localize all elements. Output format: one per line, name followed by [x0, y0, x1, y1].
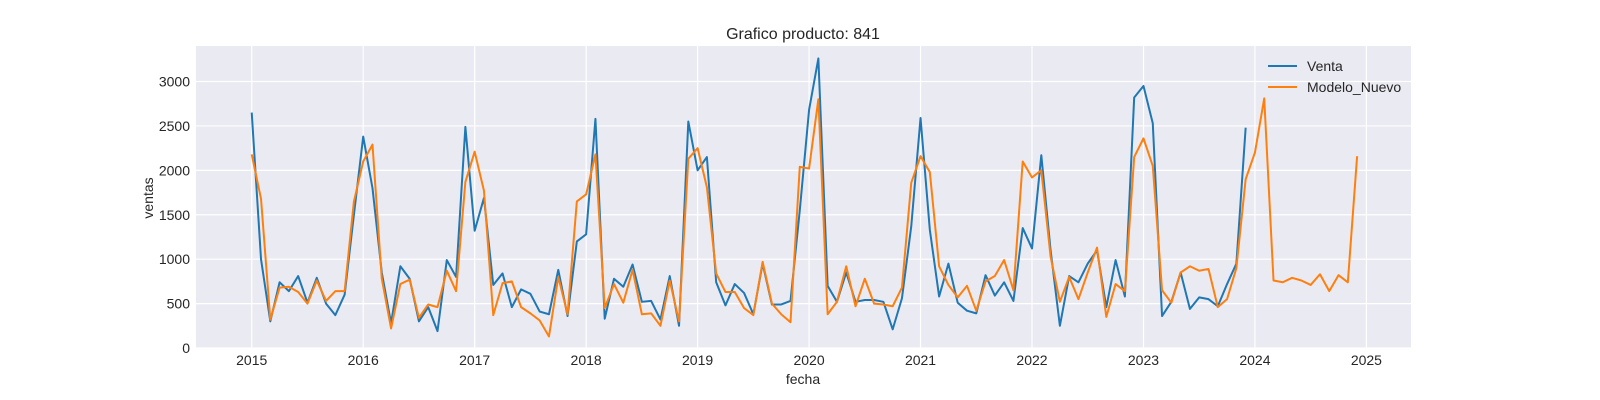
y-tick-labels: 0 500 1000 1500 2000 2500 3000: [159, 74, 190, 356]
legend: Venta Modelo_Nuevo: [1268, 58, 1401, 95]
x-tick-label: 2018: [571, 352, 602, 368]
series-line-modelo-nuevo: [250, 97, 1359, 338]
x-tick-label: 2017: [459, 352, 490, 368]
x-tick-label: 2020: [793, 352, 824, 368]
y-tick-label: 1000: [159, 251, 190, 267]
x-tick-label: 2023: [1128, 352, 1159, 368]
grid-lines: [196, 46, 1411, 349]
x-tick-label: 2019: [682, 352, 713, 368]
plot-area: [196, 46, 1411, 348]
y-tick-label: 500: [167, 296, 191, 312]
legend-label: Venta: [1307, 58, 1343, 74]
legend-label: Modelo_Nuevo: [1307, 79, 1401, 95]
x-axis-label: fecha: [786, 371, 820, 387]
x-tick-label: 2016: [348, 352, 379, 368]
series-lines: [250, 57, 1359, 338]
x-tick-label: 2021: [905, 352, 936, 368]
x-tick-label: 2025: [1351, 352, 1382, 368]
y-tick-label: 1500: [159, 207, 190, 223]
y-tick-label: 0: [182, 340, 190, 356]
y-tick-label: 2500: [159, 118, 190, 134]
x-tick-label: 2022: [1016, 352, 1047, 368]
chart-title: Grafico producto: 841: [726, 26, 880, 43]
x-tick-labels: 2015 2016 2017 2018 2019 2020 2021 2022 2023 2024…: [236, 352, 1382, 368]
x-tick-label: 2024: [1239, 352, 1270, 368]
y-tick-label: 3000: [159, 74, 190, 90]
y-axis-label: ventas: [140, 177, 156, 218]
y-tick-label: 2000: [159, 162, 190, 178]
x-tick-label: 2015: [236, 352, 267, 368]
